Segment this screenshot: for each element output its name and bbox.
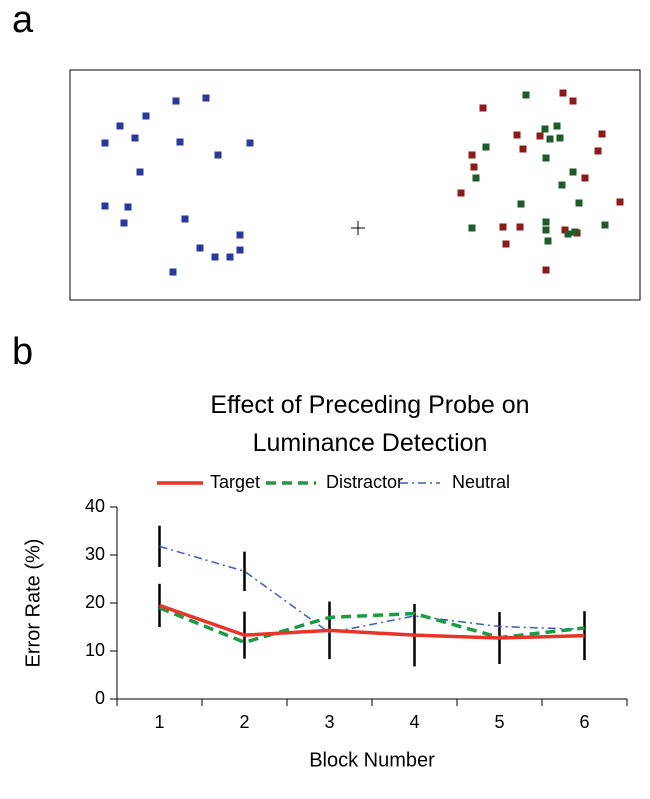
dot — [142, 112, 150, 120]
dot — [569, 168, 577, 176]
y-tick-label: 40 — [85, 496, 105, 516]
dot — [601, 221, 609, 229]
dot — [211, 253, 219, 261]
x-tick-label: 6 — [579, 712, 589, 732]
display-frame — [69, 69, 641, 301]
legend-label: Distractor — [326, 472, 403, 492]
dot — [513, 131, 521, 139]
dot — [564, 230, 572, 238]
dot — [516, 223, 524, 231]
dot — [482, 143, 490, 151]
dot — [101, 202, 109, 210]
dot — [541, 125, 549, 133]
dot — [101, 139, 109, 147]
dot — [472, 174, 480, 182]
dot — [517, 200, 525, 208]
dot — [468, 151, 476, 159]
dot — [136, 168, 144, 176]
series-line — [159, 545, 585, 634]
x-tick-label: 1 — [154, 712, 164, 732]
legend-label: Neutral — [452, 472, 510, 492]
legend-label: Target — [210, 472, 260, 492]
dot — [169, 268, 177, 276]
dot — [116, 122, 124, 130]
x-tick-label: 5 — [494, 712, 504, 732]
dot — [468, 224, 476, 232]
dot — [546, 135, 554, 143]
dot — [544, 237, 552, 245]
dot — [120, 219, 128, 227]
y-tick-label: 0 — [95, 688, 105, 708]
dot — [542, 154, 550, 162]
dot — [598, 130, 606, 138]
dot — [470, 163, 478, 171]
dot — [542, 266, 550, 274]
dot — [236, 231, 244, 239]
dots — [101, 89, 624, 276]
x-tick-label: 4 — [409, 712, 419, 732]
stimulus-display — [69, 69, 641, 301]
dot — [176, 138, 184, 146]
dot — [226, 253, 234, 261]
dot — [246, 139, 254, 147]
dot — [616, 198, 624, 206]
panel-label: b — [12, 331, 33, 373]
x-tick-label: 3 — [324, 712, 334, 732]
dot — [558, 181, 566, 189]
dot — [479, 104, 487, 112]
dot — [553, 122, 561, 130]
dot — [131, 134, 139, 142]
dot — [542, 226, 550, 234]
panel-label: a — [12, 0, 34, 41]
dot — [236, 246, 244, 254]
dot — [556, 134, 564, 142]
dot — [581, 174, 589, 182]
y-tick-label: 10 — [85, 640, 105, 660]
dot — [214, 151, 222, 159]
dot — [502, 240, 510, 248]
dot — [569, 97, 577, 105]
dot — [522, 91, 530, 99]
dot — [499, 223, 507, 231]
x-axis-label: Block Number — [309, 749, 435, 771]
dot — [542, 218, 550, 226]
dot — [181, 215, 189, 223]
y-axis-label: Error Rate (%) — [22, 539, 44, 668]
x-tick-label: 2 — [239, 712, 249, 732]
series-line — [158, 603, 585, 640]
chart-title: Effect of Preceding Probe on Luminance D… — [210, 391, 530, 457]
dot — [575, 199, 583, 207]
y-tick-label: 20 — [85, 592, 105, 612]
dot — [202, 94, 210, 102]
dot — [457, 189, 465, 197]
y-tick-label: 30 — [85, 544, 105, 564]
dot — [536, 132, 544, 140]
dot — [571, 228, 579, 236]
chart: 0 10 20 30 40 1 2 3 4 5 6 Block Number Error Rate (%… — [22, 472, 628, 771]
dot — [519, 145, 527, 153]
dot — [594, 147, 602, 155]
dot — [172, 97, 180, 105]
dot — [561, 226, 569, 234]
dot — [559, 89, 567, 97]
dot — [196, 244, 204, 252]
dot — [124, 203, 132, 211]
